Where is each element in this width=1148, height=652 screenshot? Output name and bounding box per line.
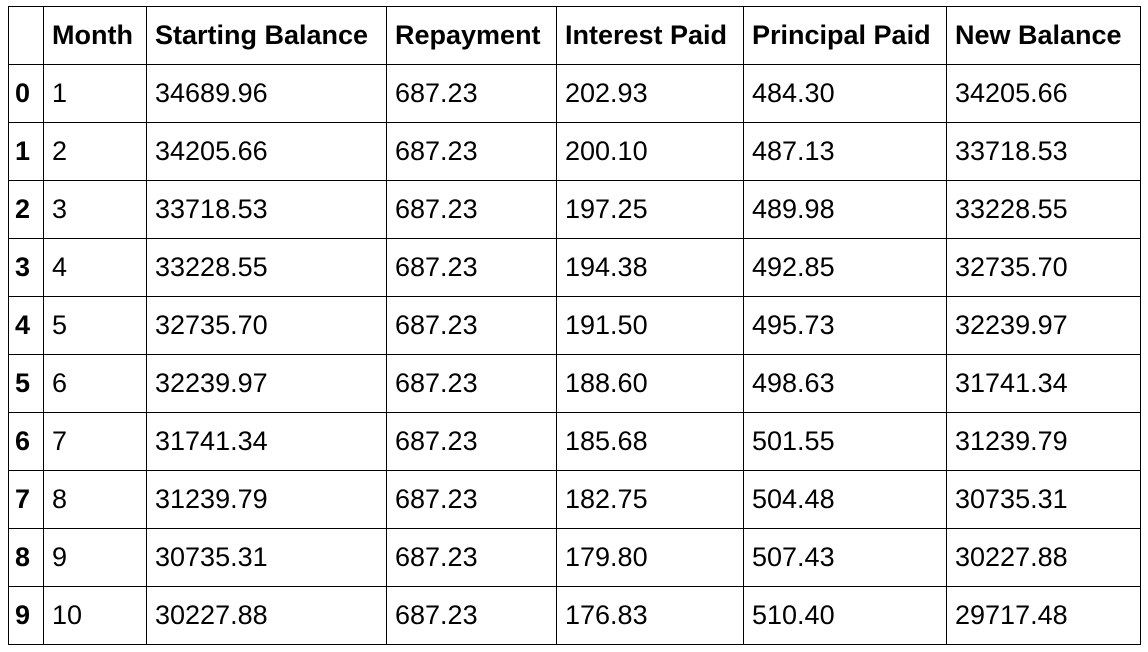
column-header-starting-balance: Starting Balance (146, 6, 387, 65)
cell-repayment: 687.23 (386, 122, 557, 181)
table-row: 7 8 31239.79 687.23 182.75 504.48 30735.31 (8, 470, 1141, 529)
cell-principal-paid: 510.40 (743, 586, 947, 645)
cell-starting-balance: 33718.53 (146, 180, 387, 239)
row-index: 9 (8, 586, 44, 645)
cell-repayment: 687.23 (386, 354, 557, 413)
row-index: 3 (8, 238, 44, 297)
cell-month: 2 (43, 122, 147, 181)
cell-starting-balance: 31741.34 (146, 412, 387, 471)
cell-principal-paid: 484.30 (743, 64, 947, 123)
table-header: Month Starting Balance Repayment Interes… (8, 6, 1141, 65)
cell-principal-paid: 504.48 (743, 470, 947, 529)
row-index: 5 (8, 354, 44, 413)
table-row: 2 3 33718.53 687.23 197.25 489.98 33228.55 (8, 180, 1141, 239)
cell-repayment: 687.23 (386, 180, 557, 239)
cell-principal-paid: 487.13 (743, 122, 947, 181)
cell-starting-balance: 30227.88 (146, 586, 387, 645)
cell-starting-balance: 31239.79 (146, 470, 387, 529)
cell-month: 10 (43, 586, 147, 645)
table-row: 0 1 34689.96 687.23 202.93 484.30 34205.66 (8, 64, 1141, 123)
cell-interest-paid: 191.50 (556, 296, 744, 355)
cell-month: 1 (43, 64, 147, 123)
cell-repayment: 687.23 (386, 412, 557, 471)
table-row: 9 10 30227.88 687.23 176.83 510.40 29717.48 (8, 586, 1141, 645)
index-header (8, 6, 44, 65)
cell-interest-paid: 176.83 (556, 586, 744, 645)
cell-principal-paid: 492.85 (743, 238, 947, 297)
cell-new-balance: 30227.88 (946, 528, 1141, 587)
cell-interest-paid: 188.60 (556, 354, 744, 413)
cell-interest-paid: 202.93 (556, 64, 744, 123)
cell-interest-paid: 185.68 (556, 412, 744, 471)
column-header-repayment: Repayment (386, 6, 557, 65)
cell-month: 3 (43, 180, 147, 239)
column-header-principal-paid: Principal Paid (743, 6, 947, 65)
cell-starting-balance: 33228.55 (146, 238, 387, 297)
header-row: Month Starting Balance Repayment Interes… (8, 6, 1141, 65)
column-header-month: Month (43, 6, 147, 65)
cell-repayment: 687.23 (386, 238, 557, 297)
cell-principal-paid: 498.63 (743, 354, 947, 413)
cell-principal-paid: 495.73 (743, 296, 947, 355)
column-header-interest-paid: Interest Paid (556, 6, 744, 65)
column-header-new-balance: New Balance (946, 6, 1141, 65)
table-row: 1 2 34205.66 687.23 200.10 487.13 33718.53 (8, 122, 1141, 181)
table-row: 6 7 31741.34 687.23 185.68 501.55 31239.79 (8, 412, 1141, 471)
cell-starting-balance: 30735.31 (146, 528, 387, 587)
table-body: 0 1 34689.96 687.23 202.93 484.30 34205.66 1 2 34… (8, 64, 1141, 645)
cell-month: 4 (43, 238, 147, 297)
table-row: 8 9 30735.31 687.23 179.80 507.43 30227.88 (8, 528, 1141, 587)
cell-starting-balance: 34689.96 (146, 64, 387, 123)
cell-interest-paid: 200.10 (556, 122, 744, 181)
cell-starting-balance: 32735.70 (146, 296, 387, 355)
cell-new-balance: 31741.34 (946, 354, 1141, 413)
table-row: 4 5 32735.70 687.23 191.50 495.73 32239.97 (8, 296, 1141, 355)
cell-interest-paid: 179.80 (556, 528, 744, 587)
cell-new-balance: 32735.70 (946, 238, 1141, 297)
cell-month: 8 (43, 470, 147, 529)
cell-starting-balance: 32239.97 (146, 354, 387, 413)
cell-repayment: 687.23 (386, 528, 557, 587)
cell-repayment: 687.23 (386, 470, 557, 529)
cell-interest-paid: 194.38 (556, 238, 744, 297)
cell-principal-paid: 507.43 (743, 528, 947, 587)
cell-new-balance: 34205.66 (946, 64, 1141, 123)
row-index: 4 (8, 296, 44, 355)
cell-new-balance: 29717.48 (946, 586, 1141, 645)
cell-new-balance: 30735.31 (946, 470, 1141, 529)
table-row: 3 4 33228.55 687.23 194.38 492.85 32735.70 (8, 238, 1141, 297)
row-index: 7 (8, 470, 44, 529)
table-row: 5 6 32239.97 687.23 188.60 498.63 31741.34 (8, 354, 1141, 413)
row-index: 8 (8, 528, 44, 587)
cell-new-balance: 31239.79 (946, 412, 1141, 471)
cell-starting-balance: 34205.66 (146, 122, 387, 181)
cell-interest-paid: 182.75 (556, 470, 744, 529)
cell-principal-paid: 489.98 (743, 180, 947, 239)
cell-month: 5 (43, 296, 147, 355)
row-index: 6 (8, 412, 44, 471)
row-index: 0 (8, 64, 44, 123)
cell-new-balance: 32239.97 (946, 296, 1141, 355)
amortization-table: Month Starting Balance Repayment Interes… (8, 6, 1141, 645)
cell-month: 7 (43, 412, 147, 471)
row-index: 1 (8, 122, 44, 181)
cell-month: 9 (43, 528, 147, 587)
cell-principal-paid: 501.55 (743, 412, 947, 471)
cell-interest-paid: 197.25 (556, 180, 744, 239)
cell-new-balance: 33718.53 (946, 122, 1141, 181)
cell-new-balance: 33228.55 (946, 180, 1141, 239)
row-index: 2 (8, 180, 44, 239)
cell-repayment: 687.23 (386, 296, 557, 355)
cell-repayment: 687.23 (386, 64, 557, 123)
cell-month: 6 (43, 354, 147, 413)
cell-repayment: 687.23 (386, 586, 557, 645)
